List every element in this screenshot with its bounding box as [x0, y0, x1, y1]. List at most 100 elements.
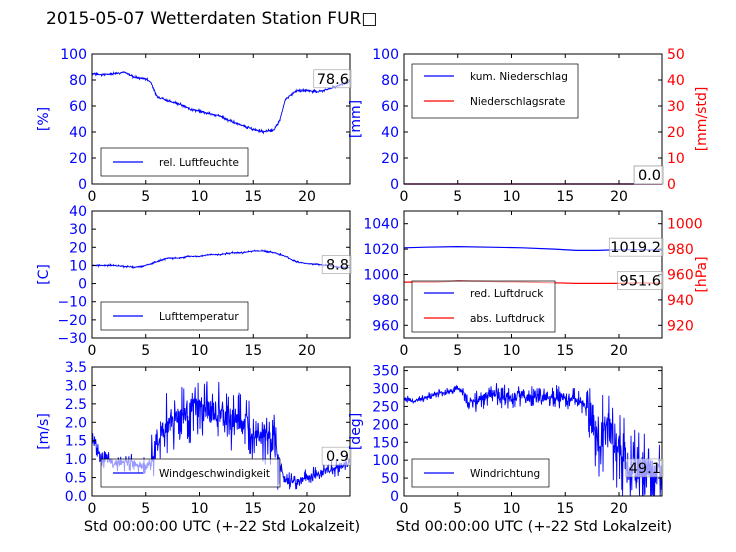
- y-axis-label: [C]: [36, 264, 52, 285]
- legend-label: Niederschlagsrate: [470, 96, 565, 108]
- last-value-label: 8.8: [326, 258, 349, 274]
- last-value-box: [321, 446, 352, 466]
- y2-tick-label: 920: [667, 318, 694, 334]
- x-axis-label: Std 00:00:00 UTC (+-22 Std Lokalzeit): [396, 519, 672, 535]
- legend-label: abs. Luftdruck: [470, 313, 546, 325]
- last-value-label: 951.6: [619, 273, 661, 289]
- panel-humidity: 0 5 10 15 20 0 20 40 60 80 100 [%] rel. Luftfeuchte 7…: [36, 47, 352, 205]
- series-line-temperature-0: [91, 249, 351, 270]
- legend-label: Windrichtung: [470, 468, 540, 480]
- y-axis-label: [%]: [36, 107, 52, 131]
- y2-tick-label: 40: [667, 73, 685, 89]
- x-tick-label: 15: [556, 189, 574, 205]
- plot-frame: [403, 53, 663, 185]
- x-tick-label: 15: [244, 343, 262, 359]
- y-tick-label: 1040: [363, 217, 399, 233]
- y-tick-label: 40: [69, 125, 87, 141]
- legend: Windrichtung: [411, 458, 550, 488]
- y2-axis-label: [mm/std]: [694, 87, 710, 152]
- panel-pressure: 0 5 10 15 20 960 980 1000 1020 1040 920 940 960 980 10…: [363, 210, 710, 359]
- x-tick-label: 10: [503, 343, 521, 359]
- figure-title: 2015-05-07 Wetterdaten Station FUR□: [46, 9, 378, 29]
- y-tick-label: 40: [381, 125, 399, 141]
- y-tick-label: 50: [381, 471, 399, 487]
- x-tick-label: 20: [298, 501, 316, 517]
- x-tick-label: 0: [400, 343, 409, 359]
- last-value-box: [617, 271, 664, 290]
- x-tick-label: 5: [141, 501, 150, 517]
- y2-tick-label: 0: [667, 177, 676, 193]
- x-tick-label: 20: [610, 343, 628, 359]
- y-tick-label: 200: [372, 417, 399, 433]
- last-value-box: [321, 255, 352, 274]
- panel-precipitation: 0 5 10 15 20 0 20 40 60 80 100 0 10 20 30 40 50 [mm] [mm/s…: [348, 47, 710, 205]
- x-tick-label: 10: [191, 343, 209, 359]
- y-tick-label: 980: [372, 293, 399, 309]
- y-tick-label: 10: [69, 258, 87, 274]
- x-tick-label: 5: [141, 343, 150, 359]
- y-tick-label: 300: [372, 382, 399, 398]
- legend-box: [411, 280, 556, 333]
- last-value-label: 1019.2: [610, 240, 661, 256]
- y-tick-label: 0: [390, 177, 399, 193]
- panel-wind_speed: 0 5 10 15 20 0.0 0.5 1.0 1.5 2.0 2.5 3.0 3.5 [m/s] Std…: [36, 360, 360, 535]
- last-value-label: 49.1: [629, 461, 661, 477]
- y-tick-label: 0.0: [65, 489, 87, 505]
- x-tick-label: 20: [298, 189, 316, 205]
- y-axis-label: [m/s]: [36, 413, 52, 450]
- last-value-label: 0.0: [638, 168, 661, 184]
- y-tick-label: 960: [372, 318, 399, 334]
- legend: Windgeschwindigkeit: [100, 458, 281, 488]
- x-tick-label: 10: [503, 189, 521, 205]
- y-tick-label: 100: [372, 47, 399, 63]
- plot-frame: [91, 366, 351, 497]
- y-axis-label: [deg]: [348, 413, 364, 450]
- y-tick-label: 100: [372, 453, 399, 469]
- y-tick-label: 40: [69, 204, 87, 220]
- last-value-box: [313, 69, 352, 89]
- x-tick-label: 0: [88, 343, 97, 359]
- last-value-label: 0.9: [326, 449, 349, 465]
- x-tick-label: 20: [610, 189, 628, 205]
- y-tick-label: 100: [60, 47, 87, 63]
- y2-tick-label: 20: [667, 125, 685, 141]
- y-tick-label: 60: [69, 99, 87, 115]
- x-tick-label: 20: [298, 343, 316, 359]
- y-tick-label: 60: [381, 99, 399, 115]
- legend: kum. Niederschlag Niederschlagsrate: [411, 63, 579, 119]
- y2-tick-label: 10: [667, 151, 685, 167]
- y-tick-label: 20: [69, 151, 87, 167]
- x-tick-label: 10: [191, 189, 209, 205]
- series-line-wind_direction-0: [403, 383, 663, 497]
- y-tick-label: 350: [372, 364, 399, 380]
- x-tick-label: 15: [244, 189, 262, 205]
- x-tick-label: 5: [453, 343, 462, 359]
- x-tick-label: 15: [556, 343, 574, 359]
- y-tick-label: 20: [69, 240, 87, 256]
- last-value-box: [633, 165, 664, 185]
- last-value-box: [625, 458, 664, 478]
- legend-label: red. Luftdruck: [470, 288, 544, 300]
- x-axis-label: Std 00:00:00 UTC (+-22 Std Lokalzeit): [84, 519, 360, 535]
- y-tick-label: −30: [57, 331, 87, 347]
- y-tick-label: 1.5: [65, 434, 87, 450]
- y-tick-label: 30: [69, 222, 87, 238]
- legend-label: kum. Niederschlag: [470, 71, 568, 83]
- legend-label: Lufttemperatur: [159, 311, 239, 323]
- y-tick-label: 0.5: [65, 471, 87, 487]
- x-tick-label: 15: [244, 501, 262, 517]
- legend: red. Luftdruck abs. Luftdruck: [411, 280, 556, 333]
- x-tick-label: 0: [88, 189, 97, 205]
- x-tick-label: 10: [191, 501, 209, 517]
- x-tick-label: 0: [400, 189, 409, 205]
- y2-tick-label: 30: [667, 99, 685, 115]
- plot-frame: [403, 366, 663, 497]
- series-line-humidity-0: [91, 70, 351, 135]
- plot-frame: [91, 210, 351, 339]
- y2-tick-label: 980: [667, 242, 694, 258]
- x-tick-label: 0: [400, 501, 409, 517]
- plot-frame: [91, 53, 351, 185]
- x-tick-label: 5: [453, 189, 462, 205]
- x-tick-label: 10: [503, 501, 521, 517]
